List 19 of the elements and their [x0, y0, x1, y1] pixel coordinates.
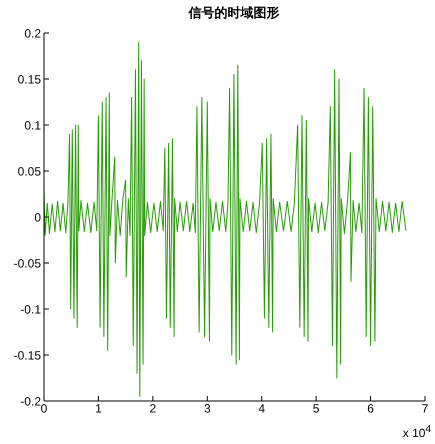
x-tick-label: 1: [95, 402, 102, 416]
line-series: [44, 42, 406, 397]
x-tick-label: 3: [204, 402, 211, 416]
chart-title: 信号的时域图形: [187, 4, 280, 22]
x-tick-label: 6: [367, 402, 374, 416]
x-tick-label: 4: [258, 402, 266, 416]
y-tick-label: -0.2: [20, 394, 42, 408]
x-tick-label: 7: [422, 402, 429, 416]
x-tick-label: 2: [150, 402, 157, 416]
y-tick-label: 0.05: [18, 164, 42, 178]
y-tick-label: 0.2: [24, 26, 42, 40]
y-tick-label: -0.05: [14, 256, 42, 270]
text: x 10$^{4}$: [402, 424, 431, 440]
y-tick-label: 0.1: [24, 118, 42, 132]
y-tick-label: 0.15: [18, 72, 42, 86]
y-tick-label: -0.1: [20, 302, 42, 316]
y-tick-label: 0: [34, 210, 42, 224]
y-tick-label: -0.15: [14, 348, 42, 362]
x-tick-label: 5: [312, 402, 320, 416]
